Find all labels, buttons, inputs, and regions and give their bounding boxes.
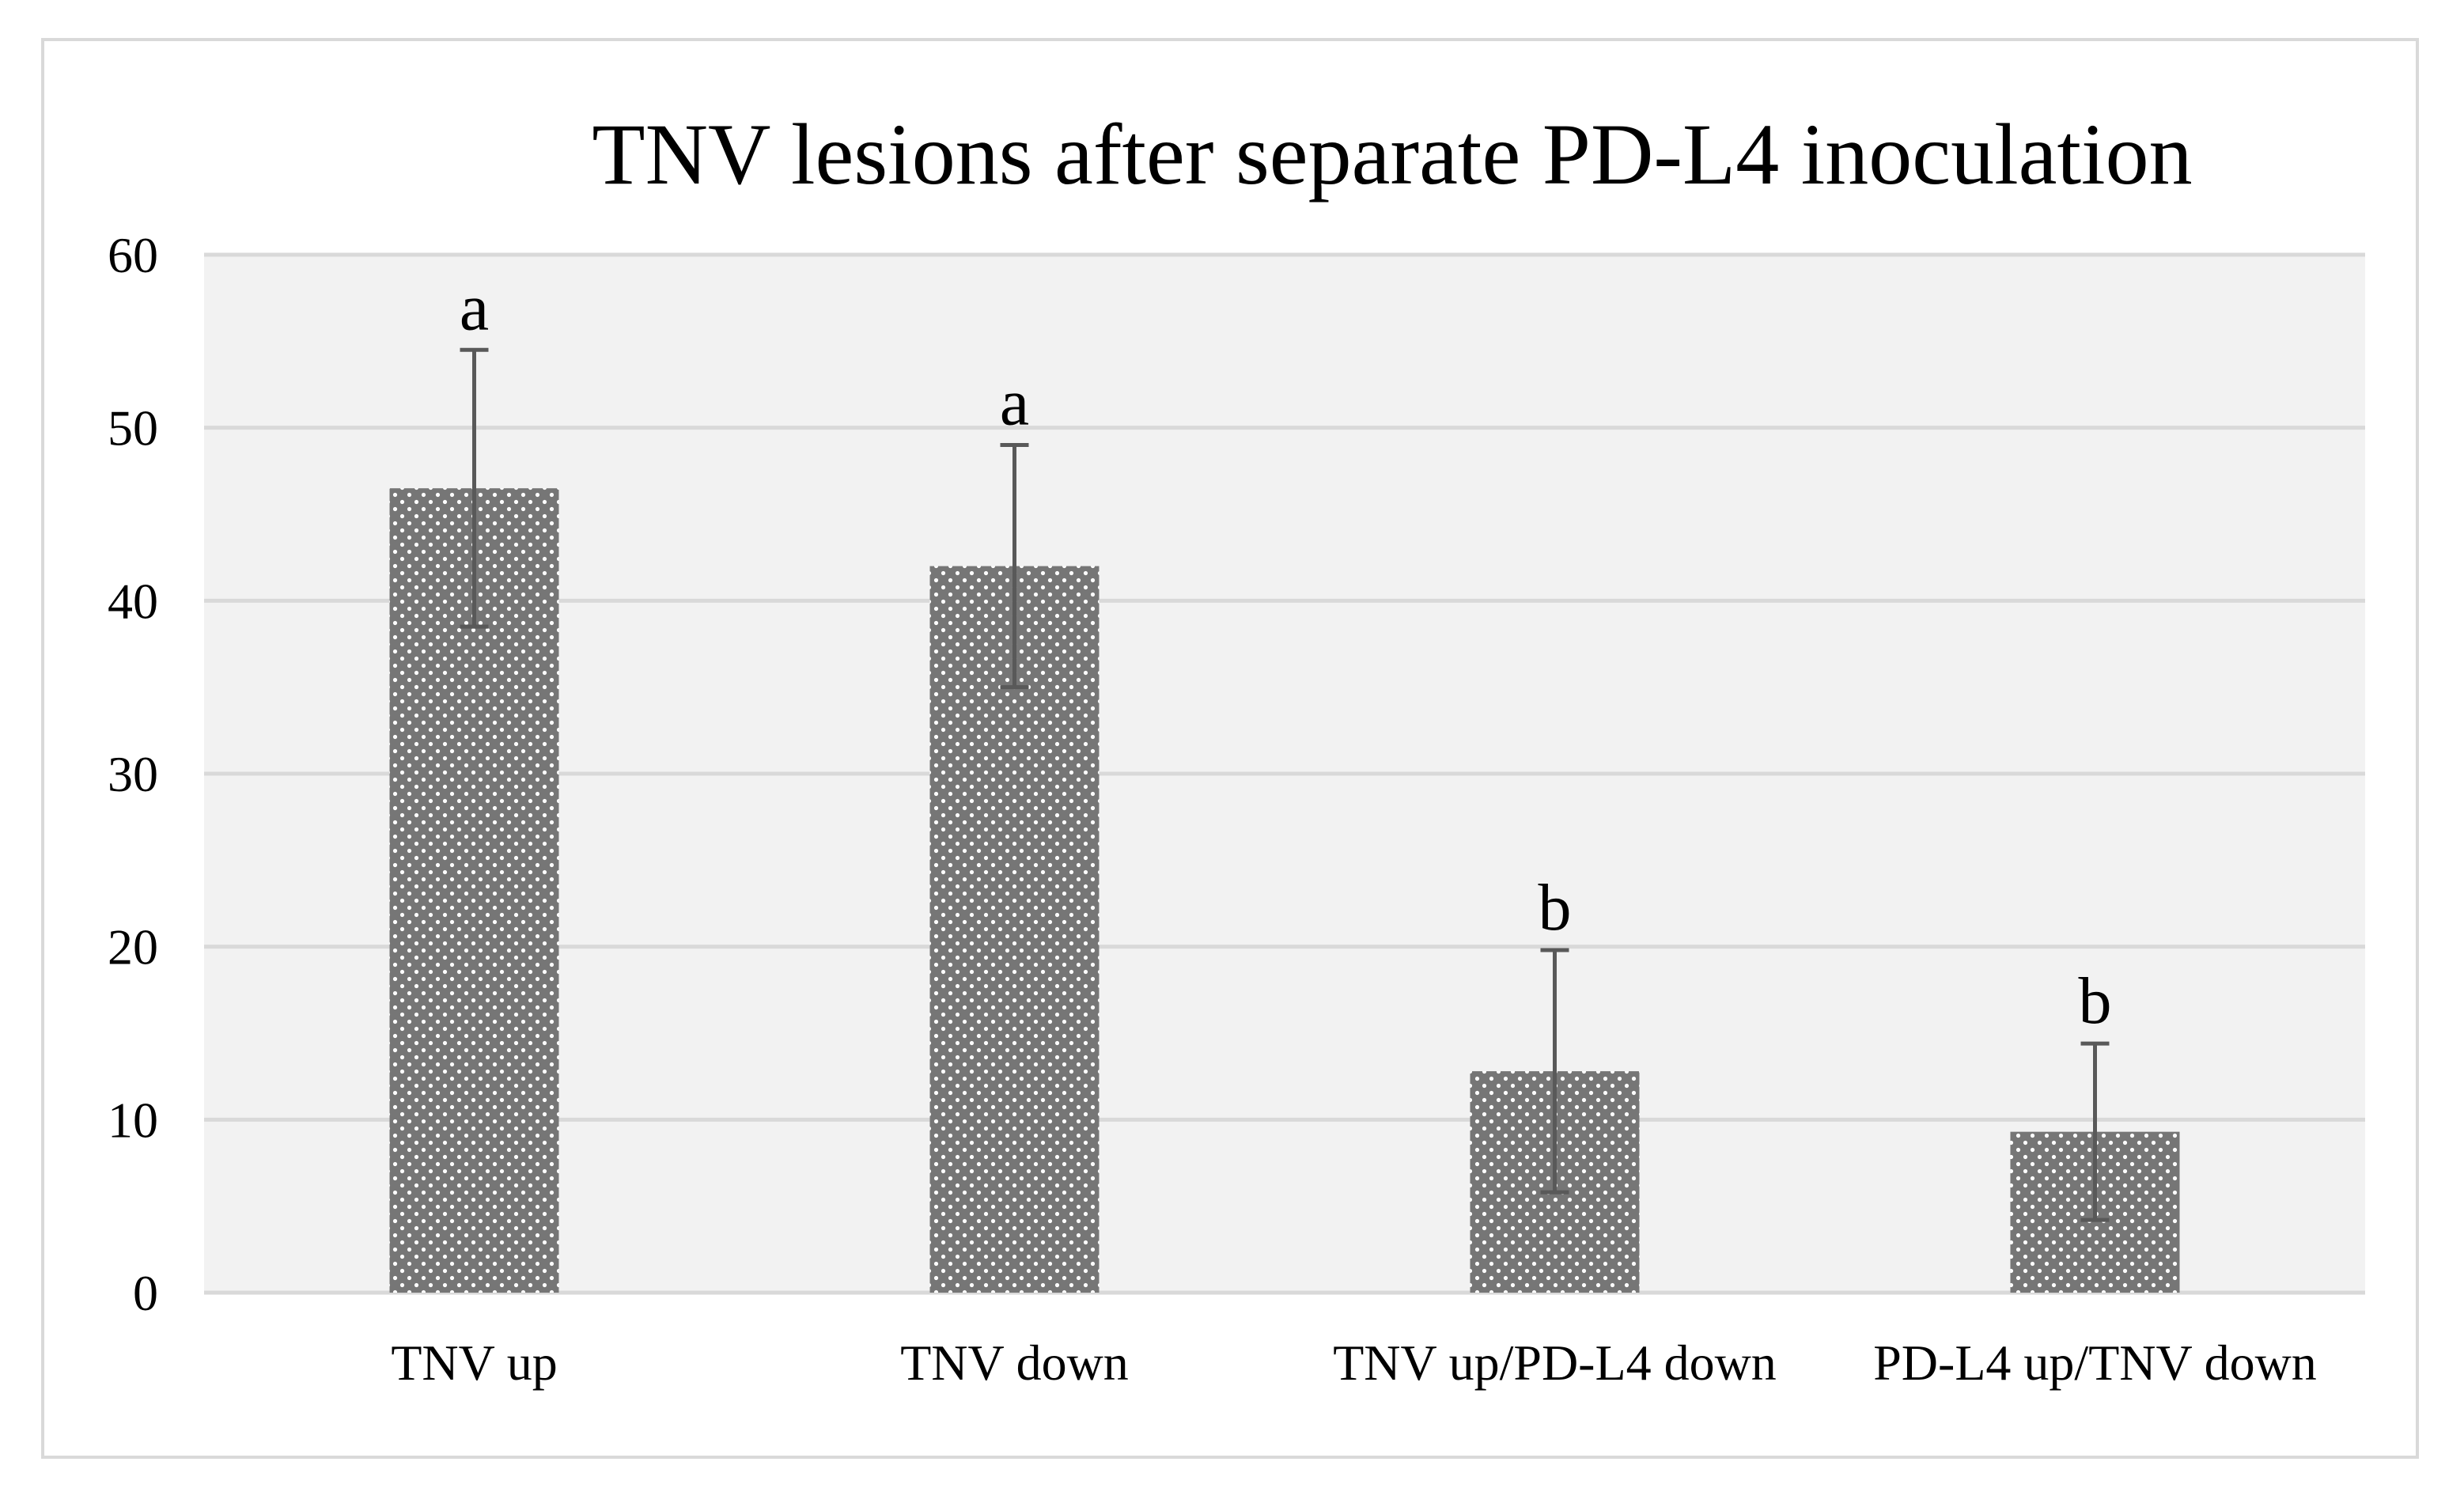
y-tick-label: 50 [108, 400, 158, 456]
significance-label: b [2079, 964, 2112, 1038]
error-bar [1540, 948, 1569, 1195]
gridlines [204, 252, 2365, 1295]
y-tick-label: 10 [108, 1092, 158, 1148]
significance-label: a [1000, 366, 1029, 440]
y-tick-label: 30 [108, 746, 158, 802]
error-bar [2080, 1041, 2110, 1222]
x-tick-label: TNV up [391, 1335, 557, 1391]
chart-title: TNV lesions after separate PD-L4 inocula… [592, 106, 2192, 203]
x-tick-labels: TNV up TNV down TNV up/PD-L4 down PD-L4 up/… [391, 1335, 2316, 1391]
x-tick-label: TNV down [900, 1335, 1129, 1391]
error-bar [460, 347, 489, 629]
error-bar [1000, 443, 1029, 690]
error-bars [460, 347, 2110, 1222]
x-tick-label: PD-L4 up/TNV down [1873, 1335, 2317, 1391]
y-tick-label: 40 [108, 573, 158, 629]
significance-label: a [460, 271, 489, 344]
y-tick-label: 60 [108, 227, 158, 283]
significance-labels: a a b b [460, 271, 2112, 1038]
x-tick-label: TNV up/PD-L4 down [1333, 1335, 1777, 1391]
y-tick-label: 0 [133, 1265, 158, 1321]
y-tick-labels: 0 10 20 30 40 50 60 [108, 227, 158, 1321]
significance-label: b [1539, 871, 1572, 945]
y-tick-label: 20 [108, 919, 158, 975]
